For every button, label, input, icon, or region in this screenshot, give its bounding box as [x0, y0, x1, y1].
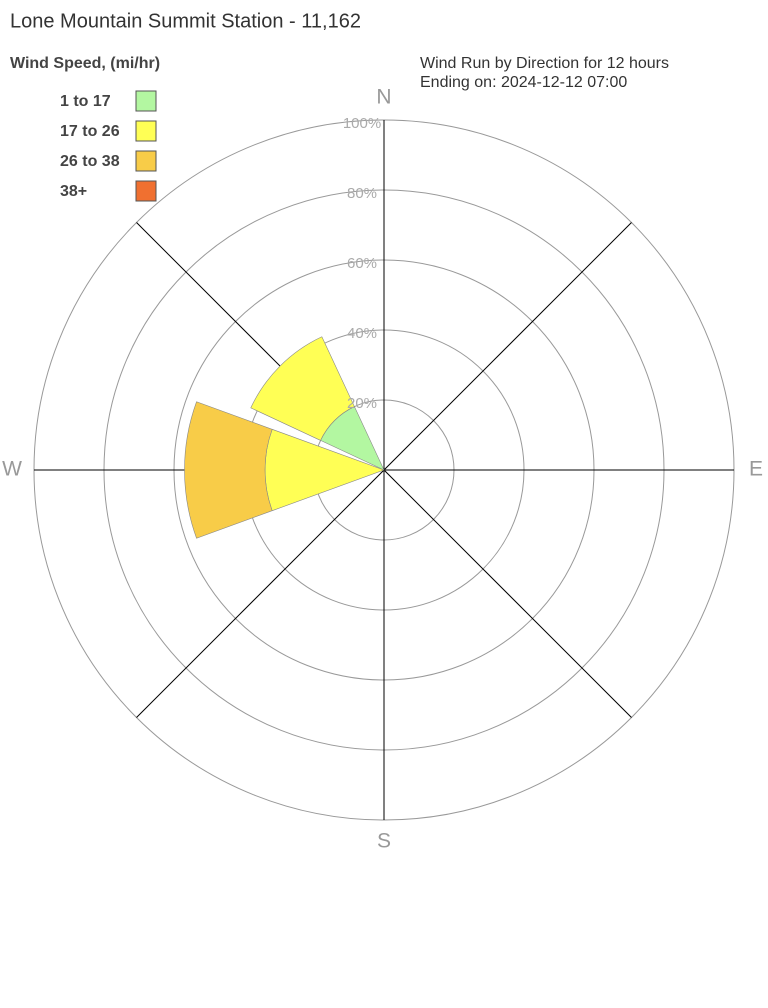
legend-swatch: [135, 150, 157, 172]
r-tick-label: 80%: [347, 185, 377, 202]
subtitle: Ending on: 2024-12-12 07:00: [420, 74, 627, 91]
r-tick-label: 20%: [347, 395, 377, 412]
legend-swatch: [135, 90, 157, 112]
direction-label: N: [376, 86, 391, 109]
direction-label: E: [749, 458, 763, 481]
legend-label: 17 to 26: [60, 123, 120, 140]
legend-title: Wind Speed, (mi/hr): [10, 55, 160, 72]
r-tick-label: 100%: [343, 115, 381, 132]
wedge: [250, 336, 355, 441]
legend-label: 38+: [60, 183, 87, 200]
chart-title: Lone Mountain Summit Station - 11,162: [10, 10, 361, 32]
legend-label: 26 to 38: [60, 153, 120, 170]
direction-label: S: [377, 830, 391, 853]
direction-label: W: [2, 458, 22, 481]
legend-swatch: [135, 120, 157, 142]
r-tick-label: 60%: [347, 255, 377, 272]
r-tick-label: 40%: [347, 325, 377, 342]
subtitle: Wind Run by Direction for 12 hours: [420, 55, 669, 72]
legend-label: 1 to 17: [60, 93, 111, 110]
wedge: [184, 401, 273, 539]
legend-swatch: [135, 180, 157, 202]
